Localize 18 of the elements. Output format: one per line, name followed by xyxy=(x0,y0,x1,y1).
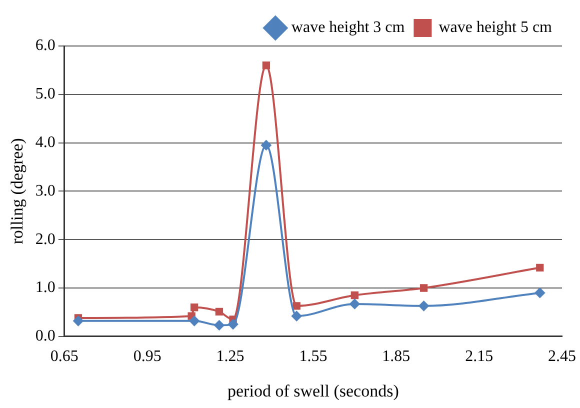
y-axis-title: rolling (degree) xyxy=(8,138,27,244)
legend-label: wave height 5 cm xyxy=(438,19,553,36)
y-tick-label: 5.0 xyxy=(35,86,56,103)
y-tick-label: 2.0 xyxy=(35,230,56,248)
y-tick-label: 6.0 xyxy=(35,37,56,54)
y-tick-label: 0.0 xyxy=(35,328,56,345)
x-axis-title: period of swell (seconds) xyxy=(228,381,399,400)
x-tick-label: 0.65 xyxy=(50,348,78,366)
x-tick-label: 2.15 xyxy=(465,348,494,366)
x-tick-label: 1.85 xyxy=(382,348,410,366)
y-tick-label: 3.0 xyxy=(35,182,56,200)
x-tick-label: 2.45 xyxy=(548,348,576,366)
x-tick-label: 0.95 xyxy=(133,348,162,366)
y-tick-label: 1.0 xyxy=(35,279,56,296)
legend-label: wave height 3 cm xyxy=(291,19,406,36)
x-tick-label: 1.55 xyxy=(299,348,328,366)
y-tick-label: 4.0 xyxy=(35,134,56,152)
x-tick-label: 1.25 xyxy=(216,348,244,366)
